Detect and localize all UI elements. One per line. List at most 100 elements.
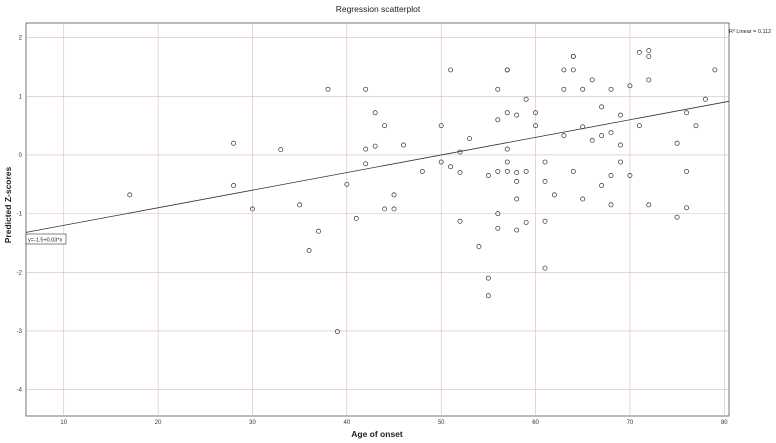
- data-point: [400, 142, 406, 148]
- data-point: [570, 67, 576, 73]
- plot-area: [25, 22, 730, 417]
- data-point: [504, 168, 510, 174]
- data-point: [561, 86, 567, 92]
- data-point: [485, 275, 491, 281]
- equation-box: y=-1.5+0.03*x: [25, 233, 67, 245]
- data-point: [542, 218, 548, 224]
- x-axis-tick-labels: 10 20 30 40 50 60 70 80: [60, 420, 728, 426]
- data-point: [457, 218, 463, 224]
- chart-title: Regression scatterplot: [336, 4, 421, 14]
- x-tick-label: 60: [532, 420, 539, 426]
- data-point: [636, 123, 642, 129]
- x-tick-label: 50: [438, 420, 445, 426]
- horizontal-gridlines: [26, 37, 729, 390]
- y-tick-label: -2: [17, 270, 23, 276]
- data-point: [127, 192, 133, 198]
- data-point: [646, 53, 652, 59]
- data-point: [231, 140, 237, 146]
- data-point: [542, 265, 548, 271]
- data-point: [693, 123, 699, 129]
- data-point: [618, 112, 623, 118]
- data-point: [646, 77, 652, 83]
- data-point: [608, 86, 614, 92]
- data-point: [561, 133, 567, 139]
- data-point: [570, 168, 576, 174]
- data-point: [353, 215, 359, 221]
- data-point: [504, 146, 510, 152]
- data-point: [646, 202, 652, 208]
- data-point: [495, 211, 501, 217]
- x-tick-label: 70: [627, 420, 634, 426]
- data-point: [391, 192, 397, 198]
- data-point: [495, 225, 501, 231]
- data-point: [467, 136, 472, 142]
- data-point: [589, 137, 595, 143]
- y-tick-label: -1: [17, 212, 23, 218]
- y-tick-label: 2: [19, 36, 23, 42]
- data-point: [599, 183, 605, 188]
- data-point: [448, 164, 454, 170]
- data-point: [551, 192, 557, 198]
- data-point: [674, 140, 680, 146]
- data-point: [363, 86, 369, 92]
- r-squared-label: R² Linear = 0.112: [729, 29, 771, 35]
- y-tick-label: -3: [17, 329, 23, 335]
- data-point: [448, 67, 454, 73]
- data-point: [533, 123, 539, 129]
- data-point: [589, 77, 595, 83]
- data-point: [316, 228, 321, 234]
- data-point: [608, 173, 614, 178]
- data-point: [438, 123, 444, 129]
- x-tick-label: 10: [60, 420, 67, 426]
- y-tick-label: -4: [17, 388, 23, 394]
- data-point: [627, 173, 633, 178]
- data-point: [542, 159, 548, 165]
- data-point: [618, 159, 623, 165]
- data-point: [580, 86, 586, 92]
- data-point: [382, 123, 388, 129]
- y-axis-title: Predicted Z-scores: [3, 166, 13, 243]
- data-point: [561, 67, 567, 73]
- y-tick-label: 1: [19, 94, 23, 100]
- data-point: [523, 219, 529, 225]
- data-point: [495, 86, 501, 92]
- data-point: [457, 170, 463, 176]
- data-point: [504, 159, 510, 165]
- data-point: [495, 168, 501, 174]
- x-tick-label: 40: [343, 420, 350, 426]
- data-point: [599, 104, 605, 110]
- data-point: [618, 142, 623, 148]
- plot-frame: [25, 22, 730, 417]
- data-point: [504, 67, 510, 73]
- data-points: [127, 48, 718, 334]
- regression-line: [25, 100, 730, 233]
- equation-label: y=-1.5+0.03*x: [28, 238, 62, 244]
- data-point: [334, 329, 340, 334]
- data-point: [514, 178, 520, 184]
- data-point: [570, 53, 576, 59]
- data-point: [438, 159, 444, 165]
- data-point: [306, 248, 312, 254]
- data-point: [250, 206, 255, 212]
- data-point: [599, 133, 605, 139]
- data-point: [325, 86, 331, 92]
- data-point: [523, 96, 529, 102]
- data-point: [580, 124, 586, 130]
- data-point: [684, 205, 689, 211]
- data-point: [608, 202, 614, 208]
- vertical-gridlines: [63, 23, 725, 416]
- data-point: [344, 181, 350, 187]
- data-point: [514, 227, 520, 233]
- data-point: [363, 161, 369, 167]
- data-point: [636, 49, 642, 55]
- equation-box-frame: [25, 233, 67, 245]
- x-axis-title: Age of onset: [351, 429, 403, 439]
- data-point: [382, 206, 388, 212]
- data-point: [580, 196, 586, 202]
- data-point: [627, 83, 633, 89]
- data-point: [523, 168, 529, 174]
- data-point: [514, 170, 520, 176]
- data-point: [231, 183, 237, 188]
- data-point: [514, 196, 520, 202]
- data-point: [485, 173, 491, 178]
